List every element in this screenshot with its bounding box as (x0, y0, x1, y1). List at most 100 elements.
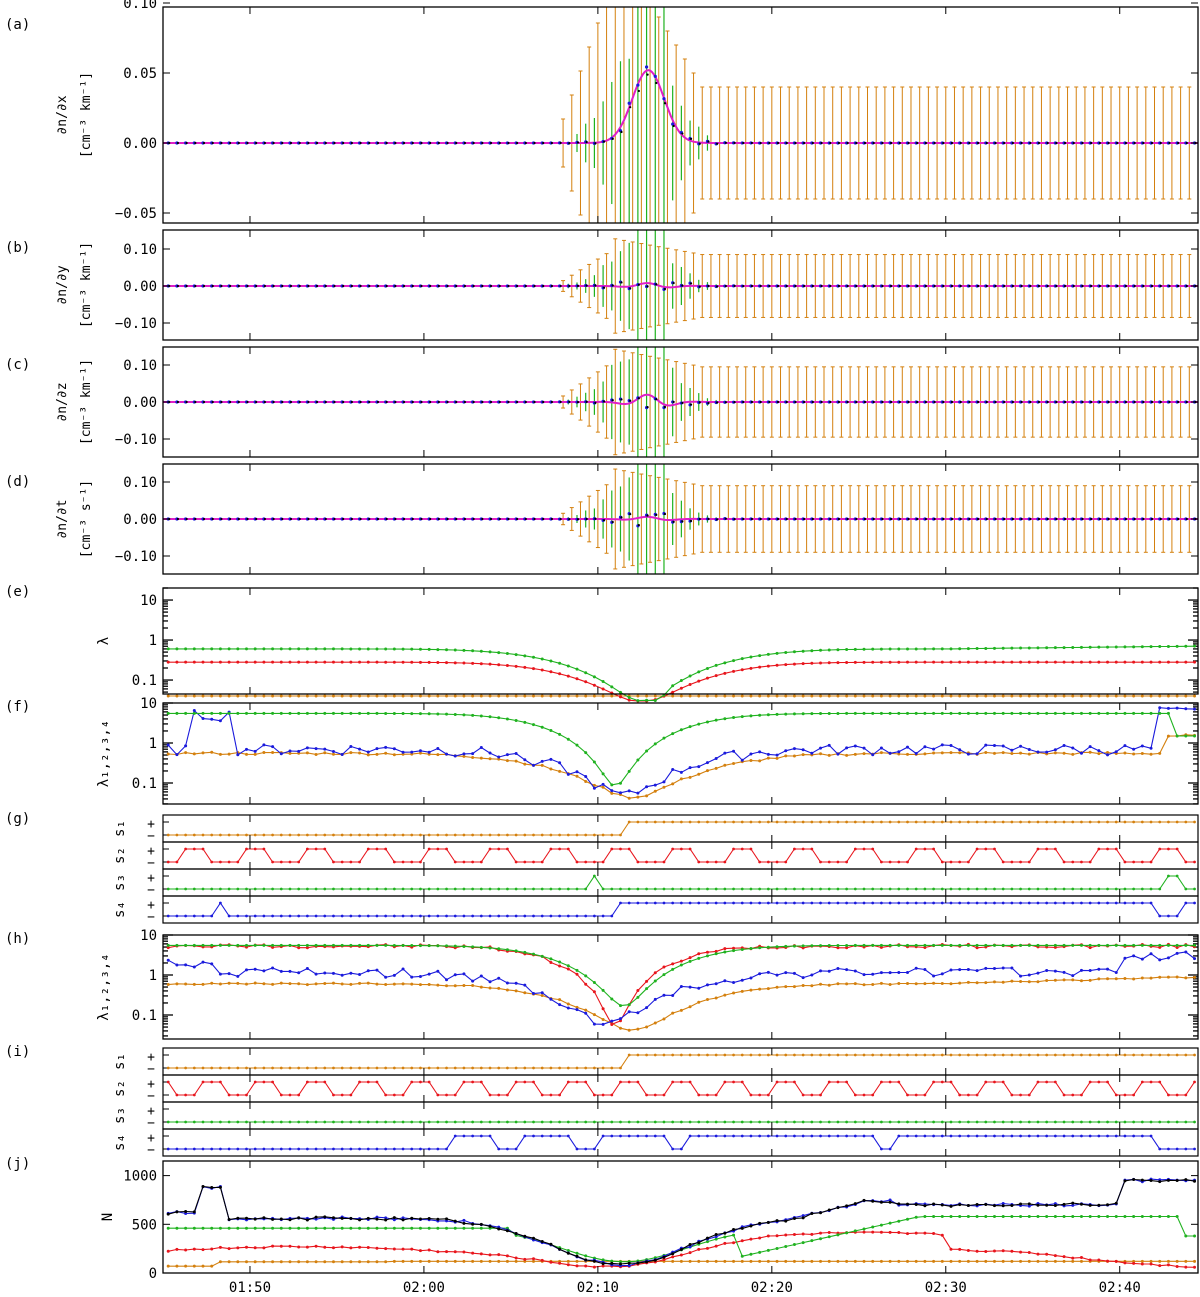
green-series-point (1079, 1215, 1083, 1219)
sign-series-point (1036, 901, 1040, 905)
orange-series-point (1166, 1259, 1170, 1263)
green-series-point (453, 712, 457, 716)
data-point-black (924, 517, 927, 521)
sign-series-point (392, 1093, 396, 1097)
data-point-black (542, 517, 545, 521)
blue-series-point (932, 974, 936, 978)
data-point-black (1185, 284, 1188, 288)
orange-series-point (732, 991, 736, 995)
green-series-point (445, 944, 449, 948)
red-series-point (1132, 660, 1136, 664)
red-series-point (410, 660, 414, 664)
sign-series-point (532, 1066, 535, 1070)
data-point-black (1081, 284, 1084, 288)
green-series-point (862, 711, 866, 715)
green-series-point (288, 711, 292, 715)
red-series-point (1175, 946, 1179, 950)
y-axis-label: s₂ (112, 1080, 128, 1097)
data-point-black (411, 400, 414, 404)
sign-series-point (793, 1120, 796, 1124)
red-series-point (975, 1249, 979, 1253)
blue-series-point (479, 746, 483, 750)
data-point-black (455, 284, 458, 288)
sign-series-point (679, 901, 683, 905)
red-series-point (236, 1246, 240, 1250)
green-series-point (349, 943, 353, 947)
red-series-point (427, 1248, 431, 1252)
green-series-point (1053, 646, 1057, 650)
red-series-point (749, 1237, 753, 1241)
green-series-point (801, 944, 805, 948)
green-series-point (1175, 1215, 1179, 1219)
green-series-point (992, 943, 996, 947)
red-series-point (679, 959, 683, 963)
data-point-black (472, 284, 475, 288)
orange-series-point (540, 994, 544, 998)
orange-series-point (1001, 1259, 1005, 1263)
sign-series-point (679, 1120, 683, 1124)
sign-series-point (853, 901, 857, 905)
sign-series-point (966, 1053, 970, 1057)
red-series-point (436, 1250, 440, 1254)
red-series-point (323, 1245, 327, 1249)
orange-series-point (1114, 977, 1118, 981)
green-series-point (305, 711, 309, 715)
y-axis-label: s₁ (112, 1053, 128, 1070)
orange-series-point (497, 694, 501, 698)
green-series-point (792, 1243, 796, 1247)
sign-series-point (305, 1147, 309, 1151)
red-series-point (358, 660, 362, 664)
sign-series-point (845, 887, 849, 891)
orange-series-point (836, 694, 840, 698)
sign-plus: + (147, 817, 155, 832)
sign-series-point (506, 847, 509, 851)
green-series-point (540, 954, 544, 958)
orange-series-point (358, 694, 362, 698)
data-point-black (1133, 517, 1136, 521)
orange-series-point (723, 1259, 727, 1263)
green-series-point (923, 711, 927, 715)
data-point-black (1081, 141, 1084, 145)
blue-series-point (1193, 707, 1197, 711)
green-series-point (505, 948, 509, 952)
data-point-black (455, 400, 458, 404)
orange-series-point (1097, 752, 1101, 756)
red-series-point (671, 1255, 675, 1259)
sign-series-point (1114, 887, 1118, 891)
data-point-black (550, 141, 554, 145)
sign-series-point (166, 914, 170, 918)
data-point-black (1107, 284, 1110, 288)
red-series-point (392, 660, 396, 664)
green-series-point (218, 711, 222, 715)
sign-series-point (958, 887, 962, 891)
data-point-black (185, 517, 188, 521)
green-series-point (305, 943, 309, 947)
green-series-point (810, 944, 814, 948)
orange-series-point (1027, 980, 1031, 984)
data-point-black (315, 141, 319, 145)
sign-series-point (558, 914, 562, 918)
sign-series-point (488, 914, 492, 918)
sign-series-point (453, 860, 457, 864)
orange-series-point (932, 1259, 936, 1263)
sign-minus: − (147, 910, 155, 925)
blue-series-point (584, 1011, 588, 1015)
sign-series-point (688, 887, 692, 891)
orange-series-point (479, 694, 483, 698)
sign-series-point (366, 847, 370, 851)
green-series-point (827, 648, 831, 652)
sign-series-point (375, 1120, 379, 1124)
orange-series-point (1132, 977, 1136, 981)
sign-series-point (966, 1093, 970, 1097)
blue-series-point (453, 973, 457, 977)
orange-series-point (923, 752, 927, 756)
blue-series-point (271, 745, 275, 749)
green-series-point (819, 1237, 823, 1241)
orange-series-point (697, 772, 701, 776)
sign-series-point (897, 901, 901, 905)
data-point-black (942, 517, 945, 521)
orange-series-point (958, 751, 962, 755)
sign-series-point (1158, 887, 1162, 891)
red-series-point (1053, 660, 1057, 664)
green-series-point (645, 749, 649, 753)
